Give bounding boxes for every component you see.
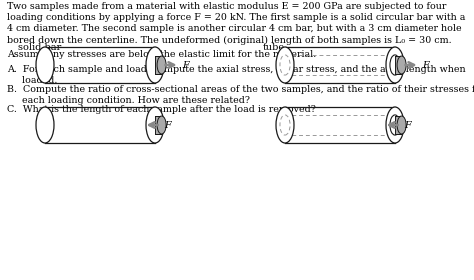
Ellipse shape (386, 47, 404, 83)
Text: bored down the centerline. The undeformed (original) length of both samples is L: bored down the centerline. The undeforme… (7, 36, 452, 45)
Ellipse shape (36, 107, 54, 143)
Ellipse shape (157, 56, 166, 74)
Ellipse shape (157, 116, 166, 134)
Ellipse shape (146, 107, 164, 143)
Text: F: F (182, 60, 189, 69)
Ellipse shape (276, 47, 294, 83)
Text: F: F (405, 120, 411, 129)
Text: Two samples made from a material with elastic modulus E = 200 GPa are subjected : Two samples made from a material with el… (7, 2, 447, 11)
Ellipse shape (390, 115, 400, 135)
Bar (45, 107, 155, 143)
Ellipse shape (390, 55, 400, 75)
Ellipse shape (36, 47, 54, 83)
Text: solid bar: solid bar (18, 43, 61, 52)
Text: A.  For each sample and load, compute the axial stress, shear stress, and the ax: A. For each sample and load, compute the… (7, 65, 465, 74)
Ellipse shape (146, 47, 164, 83)
Text: 4 cm diameter. The second sample is another circular 4 cm bar, but with a 3 cm d: 4 cm diameter. The second sample is anot… (7, 24, 462, 33)
Text: C.  What is the length of each sample after the load is removed?: C. What is the length of each sample aft… (7, 105, 316, 114)
Text: F: F (164, 120, 171, 129)
Bar (395, 116, 401, 134)
Text: F: F (423, 60, 429, 69)
Bar (155, 116, 162, 134)
Text: each loading condition. How are these related?: each loading condition. How are these re… (7, 96, 250, 105)
Text: loaded.: loaded. (7, 76, 57, 85)
Ellipse shape (276, 107, 294, 143)
Text: loading conditions by applying a force F = 20 kN. The first sample is a solid ci: loading conditions by applying a force F… (7, 13, 465, 22)
Bar (155, 56, 162, 74)
Text: tube: tube (263, 43, 285, 52)
Ellipse shape (397, 56, 406, 74)
Ellipse shape (397, 116, 406, 134)
Bar (285, 107, 395, 143)
Ellipse shape (386, 107, 404, 143)
Bar (395, 56, 401, 74)
Text: Assume any stresses are below the elastic limit for the material.: Assume any stresses are below the elasti… (7, 50, 316, 59)
Bar (45, 47, 155, 83)
Text: B.  Compute the ratio of cross-sectional areas of the two samples, and the ratio: B. Compute the ratio of cross-sectional … (7, 85, 474, 94)
Bar (285, 47, 395, 83)
